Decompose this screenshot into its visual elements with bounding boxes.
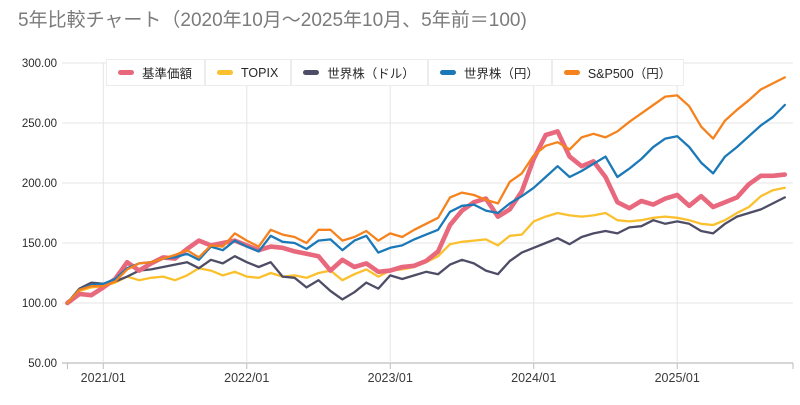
legend-swatch-world-jpy (439, 70, 456, 75)
y-axis-label: 150.00 (22, 238, 57, 250)
y-axis-label: 250.00 (22, 118, 57, 130)
legend-item-world-jpy: 世界株（円） (427, 59, 552, 86)
x-axis-label: 2025/01 (655, 371, 700, 385)
x-axis-label: 2022/01 (224, 371, 269, 385)
legend-swatch-fund-nav (118, 70, 134, 75)
legend-label-world-jpy: 世界株（円） (463, 67, 539, 81)
chart-title: 5年比較チャート（2020年10月～2025年10月、5年前＝100) (18, 10, 527, 31)
legend-label-world-usd: 世界株（ドル） (327, 67, 415, 81)
y-axis-label: 300.00 (22, 58, 57, 70)
legend-item-topix: TOPIX (205, 59, 292, 86)
legend-swatch-topix (217, 70, 234, 75)
series-line-world-jpy (66, 103, 786, 305)
legend-label-sp500-jpy: S&P500（円） (587, 67, 672, 81)
series-line-sp500-jpy (66, 76, 786, 305)
y-axis-label: 200.00 (22, 178, 57, 190)
legend-label-topix: TOPIX (241, 65, 279, 80)
legend-swatch-sp500-jpy (563, 70, 580, 75)
series-line-fund-nav (65, 129, 788, 306)
y-axis-label: 50.00 (28, 358, 57, 370)
legend-label-fund-nav: 基準価額 (142, 67, 193, 81)
legend-swatch-world-usd (303, 70, 320, 75)
x-axis-label: 2024/01 (511, 371, 556, 385)
x-axis-label: 2021/01 (81, 371, 126, 385)
x-axis-label: 2023/01 (368, 371, 413, 385)
y-axis-label: 100.00 (22, 298, 57, 310)
legend-item-sp500-jpy: S&P500（円） (551, 59, 685, 86)
series-line-world-usd (66, 196, 786, 305)
chart-legend: 基準価額 TOPIX 世界株（ドル） 世界株（円） S&P500（円） (106, 59, 685, 86)
legend-item-fund-nav: 基準価額 (106, 59, 206, 86)
legend-item-world-usd: 世界株（ドル） (291, 59, 428, 86)
